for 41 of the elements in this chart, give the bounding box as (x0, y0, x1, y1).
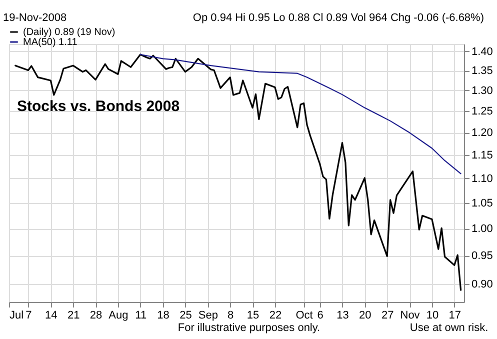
x-tick-label: Nov (400, 310, 420, 322)
x-tick-label: Oct (296, 310, 313, 322)
y-tick-label: 1.15 (472, 150, 493, 162)
x-tick-label: 22 (269, 310, 282, 322)
x-tick-label: 11 (135, 310, 147, 322)
y-tick-label: 1.00 (472, 223, 493, 236)
y-tick-label: 1.25 (472, 106, 493, 118)
chart-subtitle: Op 0.94 Hi 0.95 Lo 0.88 Cl 0.89 Vol 964 Chg -0.06 (-6.68%) (192, 12, 484, 24)
x-tick-label: 20 (359, 310, 372, 322)
x-tick-label: 28 (90, 310, 102, 322)
x-tick-label: 21 (67, 310, 80, 322)
x-tick-label: 25 (180, 310, 192, 322)
x-tick-label: 15 (246, 310, 260, 322)
line-series (14, 54, 462, 291)
x-tick-label: 7 (26, 310, 32, 322)
x-tick-label: Jul (10, 310, 24, 322)
text: Use at own risk. (410, 322, 488, 334)
line-series (140, 54, 462, 174)
text: For illustrative purposes only. (178, 322, 320, 334)
x-tick-label: Aug (108, 310, 128, 322)
annotation: Stocks vs. Bonds 2008 (17, 98, 180, 115)
y-tick-label: 1.05 (472, 197, 493, 210)
x-tick-label: 13 (336, 310, 349, 322)
legend-label: MA(50) 1.11 (23, 37, 78, 48)
chart-title: 19-Nov-2008 (3, 12, 67, 24)
legend-label: (Daily) 0.89 (19 Nov) (23, 27, 116, 38)
x-tick-label: 17 (448, 310, 462, 322)
x-tick-label: 18 (157, 310, 170, 322)
y-tick-label: 0.95 (472, 250, 493, 262)
y-tick-label: 1.30 (472, 84, 493, 97)
x-tick-label: 10 (426, 310, 439, 322)
y-tick-label: 1.40 (472, 46, 493, 58)
y-tick-label: 1.20 (472, 127, 493, 140)
y-tick-label: 0.90 (472, 278, 493, 291)
x-tick-label: 14 (45, 310, 58, 322)
y-tick-label: 1.35 (472, 65, 493, 78)
x-tick-label: 8 (228, 310, 234, 322)
x-tick-label: Sep (198, 310, 218, 322)
x-tick-label: 6 (317, 310, 324, 322)
x-tick-label: 27 (381, 310, 394, 322)
y-tick-label: 1.10 (472, 172, 493, 185)
